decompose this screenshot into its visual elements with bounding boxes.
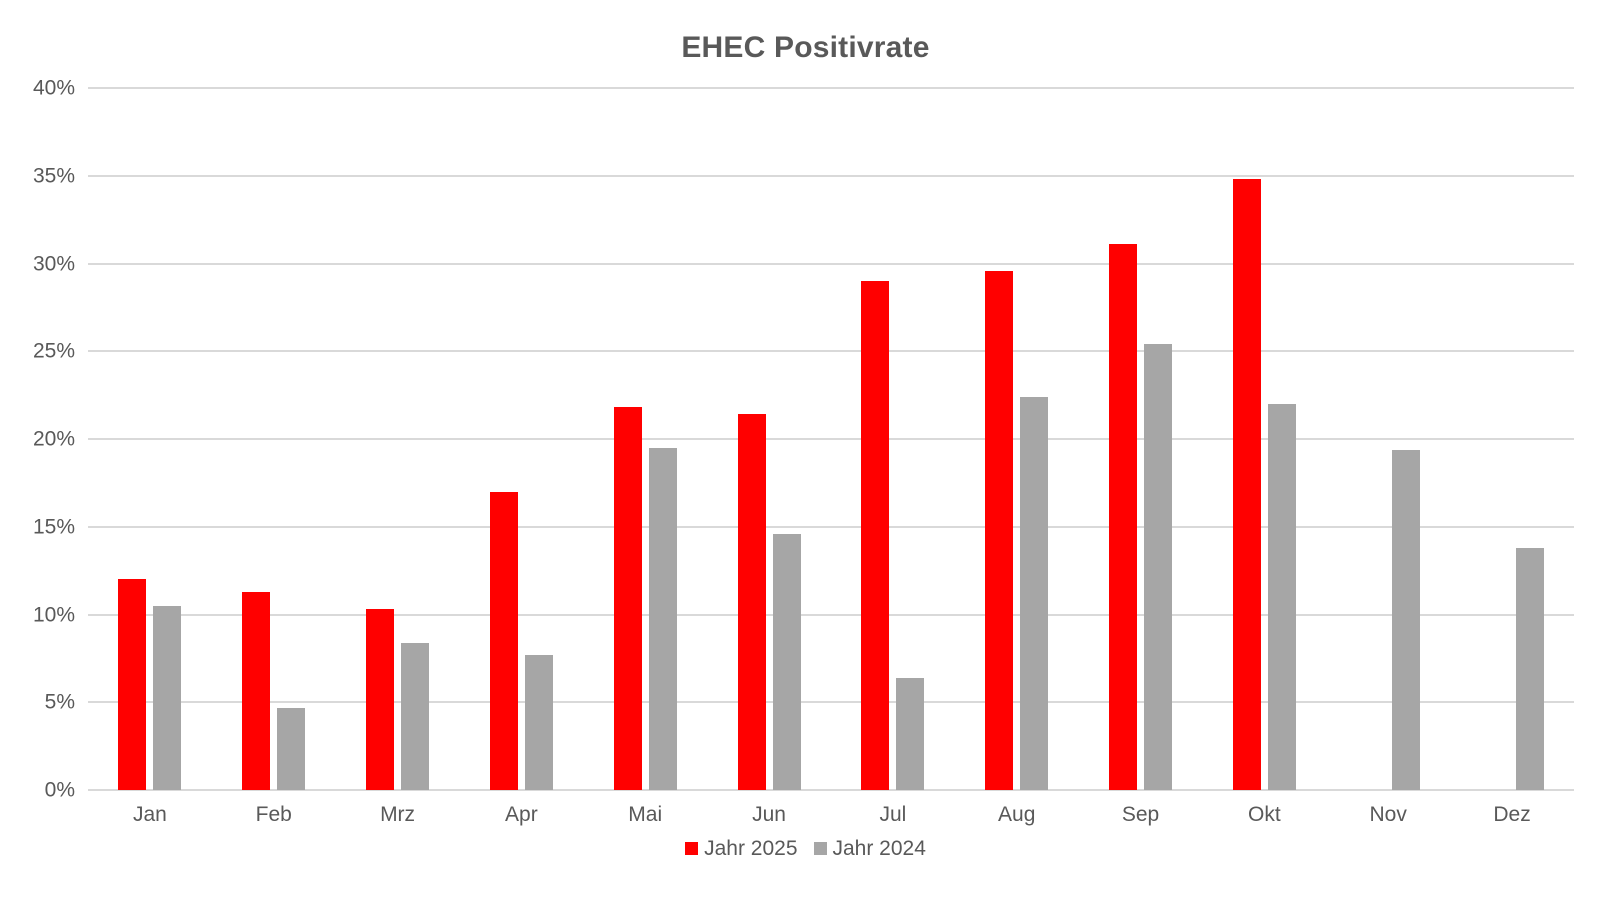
y-tick-label: 25%	[32, 339, 75, 363]
y-tick-label: 0%	[44, 778, 75, 802]
bar-jahr-2025-mrz	[366, 609, 395, 790]
y-tick-label: 30%	[32, 252, 75, 275]
gridline	[88, 262, 1574, 265]
bar-jahr-2024-okt	[1267, 403, 1296, 790]
x-tick-label: Jul	[879, 803, 907, 826]
bar-jahr-2025-okt	[1232, 179, 1261, 790]
gridline	[88, 438, 1574, 440]
legend: Jahr 2025 Jahr 2024	[0, 838, 1611, 859]
bar-jahr-2025-apr	[489, 491, 518, 790]
legend-label: Jahr 2025	[704, 837, 798, 860]
x-tick-label: Mai	[628, 803, 663, 826]
bar-jahr-2025-aug	[985, 270, 1014, 790]
gridline	[88, 174, 1574, 177]
bar-jahr-2024-dez	[1515, 547, 1544, 790]
gridline	[88, 350, 1574, 353]
legend-item-jahr-2025: Jahr 2025	[685, 837, 798, 860]
bar-jahr-2025-jun	[737, 414, 766, 790]
y-tick-label: 35%	[32, 164, 75, 188]
bar-group-dez	[1450, 88, 1574, 790]
bar-group-jun	[707, 88, 831, 790]
x-axis-labels: Jan Feb Mrz Apr Mai Jun Jul Aug Sep Okt Nov Dez	[88, 798, 1574, 825]
plot-area	[88, 87, 1574, 791]
bar-group-okt	[1202, 88, 1326, 790]
x-tick-label: Sep	[1121, 803, 1160, 826]
x-tick-label: Aug	[998, 803, 1036, 826]
bar-group-jul	[831, 88, 955, 790]
bar-jahr-2024-mrz	[401, 642, 430, 790]
bar-jahr-2024-jan	[153, 605, 182, 790]
bar-jahr-2024-jun	[772, 533, 801, 790]
gridline	[88, 613, 1574, 616]
bar-group-nov	[1326, 88, 1450, 790]
legend-swatch-icon	[685, 842, 699, 855]
bar-group-mai	[583, 88, 707, 790]
bar-jahr-2025-feb	[242, 591, 271, 790]
x-tick-label: Jun	[752, 803, 786, 826]
y-tick-label: 10%	[32, 603, 75, 626]
bar-jahr-2024-sep	[1144, 344, 1173, 790]
bar-jahr-2024-apr	[524, 654, 553, 790]
bar-group-mrz	[336, 88, 460, 790]
chart-title: EHEC Positivrate	[681, 31, 930, 64]
y-axis-labels: 0% 5% 10% 15% 20% 25% 30% 35% 40%	[0, 78, 75, 801]
bar-jahr-2024-mai	[648, 447, 677, 790]
bar-group-jan	[88, 88, 212, 790]
x-tick-label: Apr	[505, 803, 538, 826]
gridline	[88, 525, 1574, 528]
bar-jahr-2025-sep	[1109, 244, 1138, 790]
bar-jahr-2024-feb	[277, 707, 306, 790]
x-tick-label: Nov	[1369, 803, 1407, 826]
bars-row	[88, 88, 1574, 790]
y-tick-label: 20%	[32, 427, 75, 451]
bar-jahr-2025-jan	[118, 579, 147, 790]
legend-item-jahr-2024: Jahr 2024	[813, 837, 926, 860]
legend-label: Jahr 2024	[832, 837, 926, 860]
x-tick-label: Mrz	[380, 803, 416, 826]
y-tick-label: 5%	[44, 690, 75, 714]
legend-swatch-icon	[813, 842, 827, 855]
x-tick-label: Jan	[132, 803, 167, 826]
bar-jahr-2025-mai	[613, 407, 642, 790]
bar-jahr-2024-aug	[1020, 396, 1049, 790]
bar-jahr-2024-jul	[896, 677, 925, 790]
x-axis-line	[88, 789, 1574, 791]
x-tick-label: Feb	[255, 803, 292, 826]
x-tick-label: Okt	[1248, 803, 1281, 826]
bar-jahr-2025-jul	[861, 281, 890, 790]
gridline	[88, 87, 1574, 89]
x-tick-label: Dez	[1493, 803, 1531, 826]
bar-jahr-2024-nov	[1391, 449, 1420, 790]
y-tick-label: 15%	[32, 515, 75, 539]
bar-group-sep	[1079, 88, 1203, 790]
y-tick-label: 40%	[32, 76, 75, 100]
bar-group-aug	[955, 88, 1079, 790]
bar-group-feb	[212, 88, 336, 790]
gridline	[88, 701, 1574, 704]
bar-group-apr	[459, 88, 583, 790]
